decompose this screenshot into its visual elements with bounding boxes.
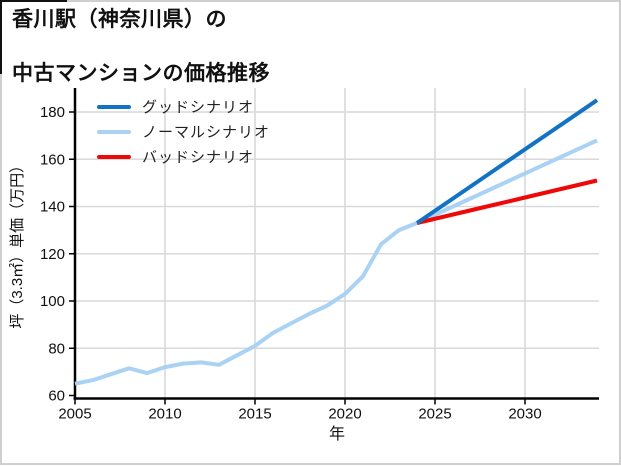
legend-item-normal: ノーマルシナリオ [97,119,270,144]
legend-label-bad: バッドシナリオ [142,149,255,166]
series-line-history [74,221,418,386]
x-tick-label-2025: 2025 [418,406,451,423]
y-tick-label-80: 80 [48,340,65,357]
series-line-good [415,98,599,225]
legend-item-good: グッドシナリオ [97,94,270,119]
page-border-accent-top [0,0,67,2]
x-axis-title: 年 [329,425,345,443]
legend-label-good: グッドシナリオ [142,99,255,116]
series-line-normal [416,138,598,225]
y-tick-label-160: 160 [40,151,65,168]
y-tick-label-180: 180 [40,104,65,121]
y-axis-title: 坪（3.3㎡）単価（万円） [9,158,26,329]
chart-legend: グッドシナリオ ノーマルシナリオ バッドシナリオ [97,94,270,169]
chart-title-line2: 中古マンションの価格推移 [12,62,270,85]
legend-item-bad: バッドシナリオ [97,144,270,169]
x-tick-label-2005: 2005 [58,406,91,423]
x-tick-label-2030: 2030 [508,406,541,423]
y-tick-label-120: 120 [40,246,65,263]
legend-swatch-normal-line [97,129,131,134]
series-line-bad [416,178,598,225]
page-border-accent-left [0,0,2,74]
y-tick-label-140: 140 [40,199,65,216]
x-tick-label-2020: 2020 [328,406,361,423]
x-tick-label-2010: 2010 [148,406,181,423]
legend-label-normal: ノーマルシナリオ [142,124,271,141]
y-tick-label-60: 60 [48,388,65,405]
y-tick-label-100: 100 [40,293,65,310]
x-tick-label-2015: 2015 [238,406,271,423]
legend-swatch-bad-line [97,154,131,159]
chart-title: 香川駅（神奈川県）の 中古マンションの価格推移 [12,6,270,87]
legend-swatch-good-line [97,104,131,109]
chart-title-line1: 香川駅（神奈川県）の [12,8,227,31]
